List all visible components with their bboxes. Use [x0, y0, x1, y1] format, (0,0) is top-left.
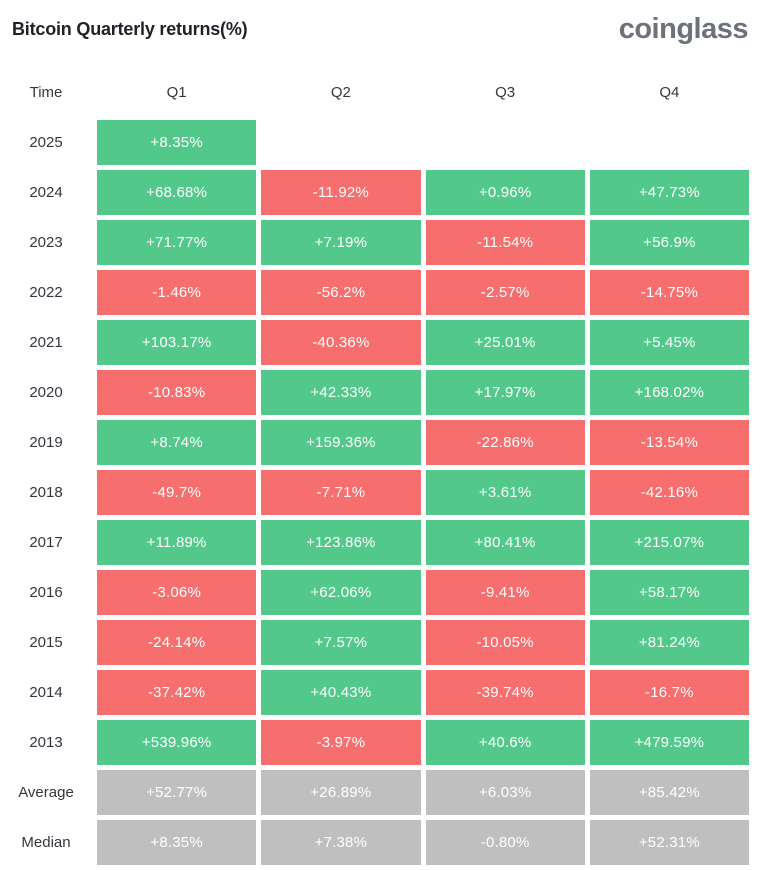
cell-2019-q1: +8.74%	[97, 420, 257, 465]
coinglass-logo: coinglass	[618, 12, 749, 45]
row-label-2025: 2025	[29, 134, 63, 151]
cell-2020-q3: +17.97%	[425, 370, 585, 415]
row-label-2016: 2016	[29, 584, 63, 601]
col-header-q1: Q1	[166, 84, 187, 101]
cell-median-q3: -0.80%	[425, 820, 585, 865]
cell-2016-q4: +58.17%	[589, 570, 749, 615]
cell-2016-q1: -3.06%	[97, 570, 257, 615]
cell-2025-q3	[426, 120, 585, 165]
cell-2018-q4: -42.16%	[589, 470, 749, 515]
row-label-2019: 2019	[29, 434, 63, 451]
page-title: Bitcoin Quarterly returns(%)	[12, 18, 248, 39]
row-label-2022: 2022	[29, 284, 63, 301]
cell-2013-q3: +40.6%	[425, 720, 585, 765]
cell-2014-q4: -16.7%	[589, 670, 749, 715]
cell-2014-q1: -37.42%	[97, 670, 257, 715]
cell-2021-q1: +103.17%	[97, 320, 257, 365]
cell-2017-q3: +80.41%	[425, 520, 585, 565]
cell-2015-q2: +7.57%	[261, 620, 421, 665]
cell-2014-q3: -39.74%	[425, 670, 585, 715]
cell-2025-q1: +8.35%	[97, 120, 257, 165]
cell-2017-q4: +215.07%	[589, 520, 749, 565]
col-header-q2: Q2	[330, 84, 351, 101]
cell-median-q1: +8.35%	[97, 820, 257, 865]
cell-2018-q1: -49.7%	[97, 470, 257, 515]
cell-2019-q3: -22.86%	[425, 420, 585, 465]
cell-2020-q4: +168.02%	[589, 370, 749, 415]
cell-2013-q4: +479.59%	[589, 720, 749, 765]
cell-2021-q2: -40.36%	[261, 320, 421, 365]
row-label-2024: 2024	[29, 184, 63, 201]
cell-2022-q2: -56.2%	[261, 270, 421, 315]
row-label-median: Median	[21, 834, 71, 851]
row-label-2014: 2014	[29, 684, 63, 701]
cell-2024-q1: +68.68%	[97, 170, 257, 215]
col-header-time: Time	[29, 84, 63, 101]
cell-2016-q2: +62.06%	[261, 570, 421, 615]
cell-2018-q2: -7.71%	[261, 470, 421, 515]
row-label-2015: 2015	[29, 634, 63, 651]
row-label-2017: 2017	[29, 534, 63, 551]
cell-average-q3: +6.03%	[425, 770, 585, 815]
row-label-2023: 2023	[29, 234, 63, 251]
page-header: Bitcoin Quarterly returns(%) coinglass	[0, 0, 768, 48]
cell-2016-q3: -9.41%	[425, 570, 585, 615]
cell-median-q2: +7.38%	[261, 820, 421, 865]
cell-2018-q3: +3.61%	[425, 470, 585, 515]
returns-grid: Time Q1 Q2 Q3 Q4 2025 +8.35% 2024 +68.68% -11.92%…	[0, 70, 768, 865]
cell-2020-q2: +42.33%	[261, 370, 421, 415]
cell-2021-q3: +25.01%	[425, 320, 585, 365]
cell-2013-q1: +539.96%	[97, 720, 257, 765]
cell-2025-q2	[261, 120, 420, 165]
row-label-2020: 2020	[29, 384, 63, 401]
cell-2015-q3: -10.05%	[425, 620, 585, 665]
row-label-2018: 2018	[29, 484, 63, 501]
cell-2024-q4: +47.73%	[589, 170, 749, 215]
cell-2019-q2: +159.36%	[261, 420, 421, 465]
cell-2023-q2: +7.19%	[261, 220, 421, 265]
cell-2013-q2: -3.97%	[261, 720, 421, 765]
col-header-q3: Q3	[495, 84, 516, 101]
cell-2022-q4: -14.75%	[589, 270, 749, 315]
cell-2019-q4: -13.54%	[589, 420, 749, 465]
cell-2023-q1: +71.77%	[97, 220, 257, 265]
cell-2024-q2: -11.92%	[261, 170, 421, 215]
col-header-q4: Q4	[659, 84, 680, 101]
cell-average-q1: +52.77%	[97, 770, 257, 815]
row-label-2021: 2021	[29, 334, 63, 351]
cell-2020-q1: -10.83%	[97, 370, 257, 415]
cell-2025-q4	[590, 120, 749, 165]
cell-2024-q3: +0.96%	[425, 170, 585, 215]
cell-2023-q4: +56.9%	[589, 220, 749, 265]
cell-2017-q1: +11.89%	[97, 520, 257, 565]
cell-2022-q1: -1.46%	[97, 270, 257, 315]
cell-2015-q1: -24.14%	[97, 620, 257, 665]
cell-average-q4: +85.42%	[589, 770, 749, 815]
row-label-2013: 2013	[29, 734, 63, 751]
cell-2017-q2: +123.86%	[261, 520, 421, 565]
cell-2023-q3: -11.54%	[425, 220, 585, 265]
cell-2015-q4: +81.24%	[589, 620, 749, 665]
cell-2014-q2: +40.43%	[261, 670, 421, 715]
cell-average-q2: +26.89%	[261, 770, 421, 815]
cell-2022-q3: -2.57%	[425, 270, 585, 315]
row-label-average: Average	[18, 784, 74, 801]
cell-2021-q4: +5.45%	[589, 320, 749, 365]
cell-median-q4: +52.31%	[589, 820, 749, 865]
